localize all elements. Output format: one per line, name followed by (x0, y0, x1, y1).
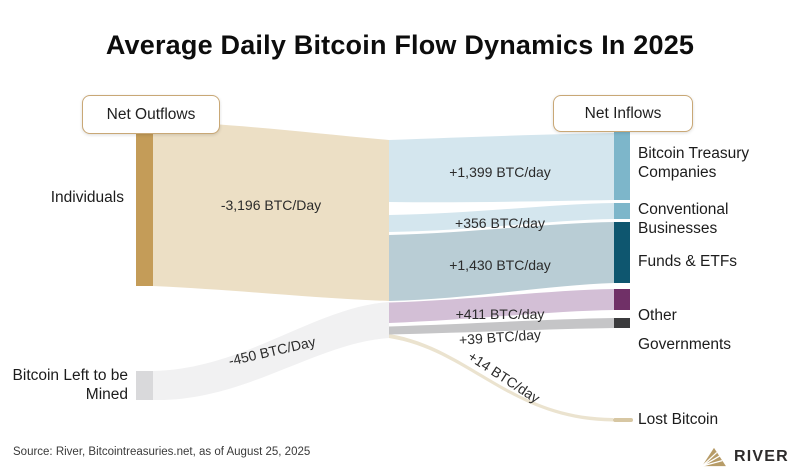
node-label-funds-etfs: Funds & ETFs (638, 253, 738, 270)
node-funds-etfs (614, 222, 630, 283)
flow-label-funds-etfs: +1,430 BTC/day (449, 257, 551, 273)
flow-label-other: +411 BTC/day (455, 306, 545, 322)
net-inflows-label: Net Inflows (584, 104, 662, 122)
river-mountain-icon (701, 447, 726, 467)
node-label-individuals: Individuals (50, 189, 124, 206)
net-outflows-label: Net Outflows (106, 105, 196, 123)
node-label-bitcoin-treasury-companies: Bitcoin Treasury Companies (638, 145, 750, 181)
flow-governments-ribbon (389, 318, 614, 335)
node-conventional-businesses (614, 203, 630, 219)
node-label-governments: Governments (638, 336, 732, 353)
node-label-other: Other (638, 307, 677, 324)
node-label-conventional-businesses: Conventional Businesses (638, 201, 729, 237)
flow-treasury-ribbon (389, 133, 614, 203)
river-logo: RIVER (700, 446, 789, 468)
flow-label-individuals: -3,196 BTC/Day (220, 197, 322, 213)
node-label-lost-bitcoin: Lost Bitcoin (638, 411, 719, 428)
river-brand-text: RIVER (734, 448, 789, 465)
node-bitcoin-treasury-companies (614, 127, 630, 200)
flow-mining-ribbon (153, 302, 389, 401)
flow-funds-etfs-ribbon (389, 222, 614, 301)
flow-label-conventional: +356 BTC/day (455, 215, 545, 231)
node-other (614, 289, 630, 310)
flow-lost-bitcoin-ribbon (389, 334, 613, 422)
flow-individuals-ribbon (153, 121, 389, 301)
flow-label-treasury: +1,399 BTC/day (449, 164, 551, 180)
net-outflows-badge: Net Outflows (82, 95, 220, 134)
page-title: Average Daily Bitcoin Flow Dynamics In 2… (105, 30, 695, 60)
node-governments (614, 318, 630, 328)
flow-conventional-ribbon (389, 203, 614, 232)
flow-other-ribbon (389, 289, 614, 323)
node-bitcoin-left-to-be-mined (136, 371, 153, 400)
node-individuals (136, 119, 153, 286)
source-note: Source: River, Bitcointreasuries.net, as… (13, 446, 311, 458)
node-label-bitcoin-left-to-be-mined: Bitcoin Left to be Mined (12, 367, 128, 403)
net-inflows-badge: Net Inflows (553, 95, 693, 132)
node-lost-bitcoin (613, 418, 633, 422)
